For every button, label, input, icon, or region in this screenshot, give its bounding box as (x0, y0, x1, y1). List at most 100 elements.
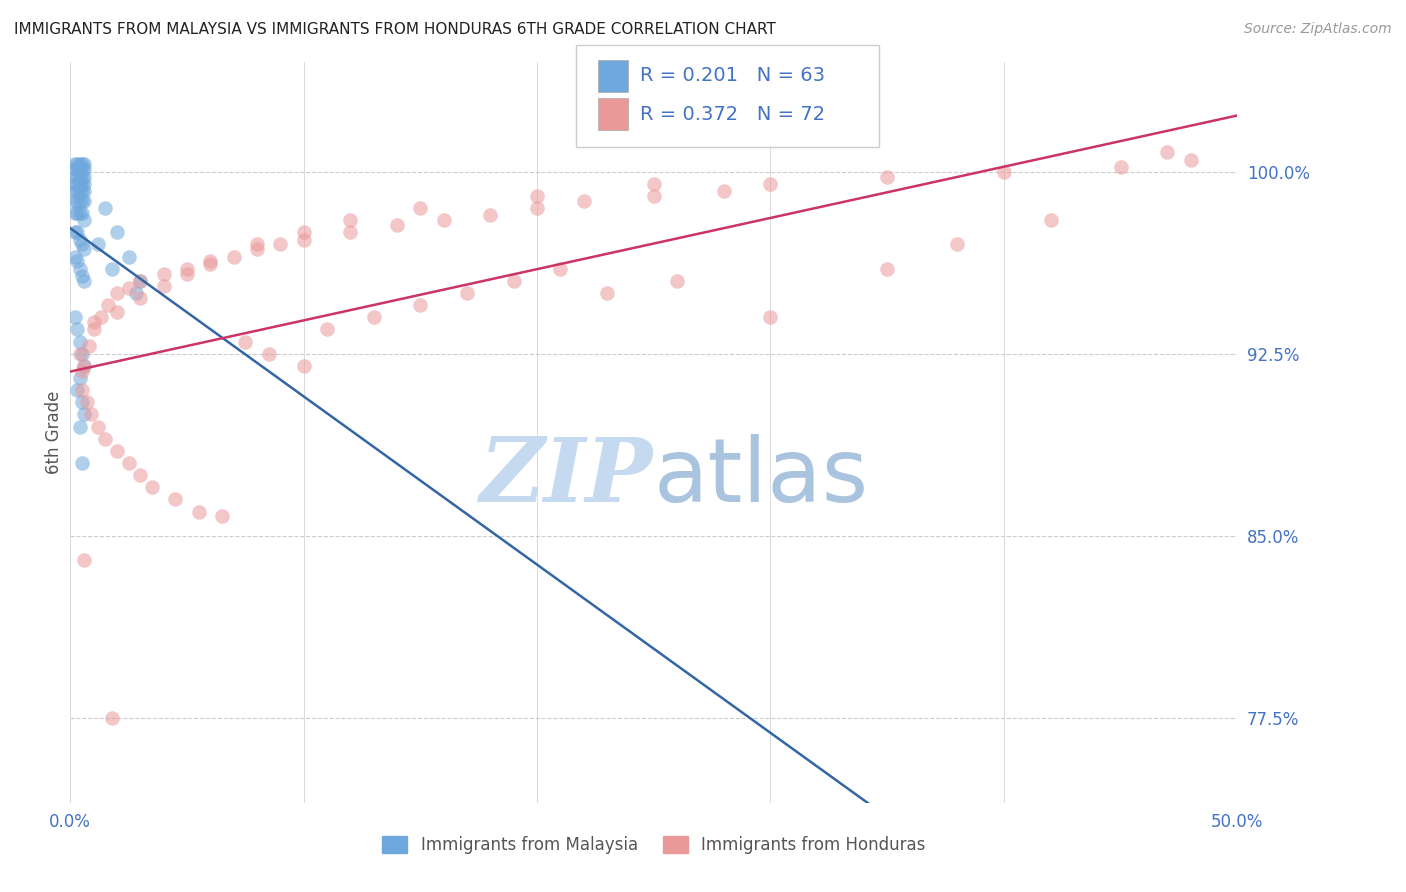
Point (63, 184, 86, 198)
Point (876, 169, 898, 184)
Point (69, 177, 91, 191)
Text: ZIP: ZIP (481, 434, 654, 520)
Point (456, 286, 478, 301)
Point (141, 480, 163, 494)
Point (292, 225, 315, 239)
Point (316, 322, 339, 336)
Point (292, 359, 315, 373)
Point (63, 310, 86, 325)
Point (1156, 145, 1178, 160)
Point (187, 504, 209, 518)
Point (118, 456, 141, 470)
Point (759, 310, 782, 325)
Point (666, 274, 689, 288)
Point (1039, 213, 1062, 227)
Point (70, 177, 93, 191)
Point (433, 213, 456, 227)
Point (222, 250, 245, 264)
Point (129, 274, 152, 288)
Point (66, 162, 89, 177)
Point (73, 553, 96, 567)
Point (105, 286, 128, 301)
Point (63, 206, 86, 220)
Point (69, 261, 91, 276)
Point (87, 419, 110, 434)
Point (66, 254, 89, 268)
Text: IMMIGRANTS FROM MALAYSIA VS IMMIGRANTS FROM HONDURAS 6TH GRADE CORRELATION CHART: IMMIGRANTS FROM MALAYSIA VS IMMIGRANTS F… (14, 22, 776, 37)
Point (165, 492, 187, 507)
Point (105, 305, 128, 319)
Point (69, 419, 91, 434)
Point (70, 395, 93, 409)
Point (73, 408, 96, 422)
Point (118, 281, 141, 295)
Point (643, 177, 665, 191)
Point (73, 359, 96, 373)
Point (69, 169, 91, 184)
Point (479, 208, 502, 222)
Point (70, 268, 93, 283)
Point (73, 194, 96, 208)
Point (246, 243, 269, 257)
Point (83, 315, 105, 329)
Point (643, 189, 665, 203)
Point (118, 250, 141, 264)
Point (69, 184, 91, 198)
Point (69, 194, 91, 208)
Point (70, 169, 93, 184)
Point (946, 237, 969, 252)
Point (502, 274, 524, 288)
Point (66, 383, 89, 397)
Point (70, 184, 93, 198)
Point (94, 432, 117, 446)
Point (83, 322, 105, 336)
Point (233, 334, 256, 349)
Point (876, 261, 898, 276)
Point (73, 213, 96, 227)
Point (63, 162, 86, 177)
Point (73, 157, 96, 171)
Point (63, 225, 86, 239)
Point (73, 162, 96, 177)
Point (246, 237, 269, 252)
Point (66, 322, 89, 336)
Text: R = 0.201   N = 63: R = 0.201 N = 63 (640, 66, 825, 86)
Point (1180, 153, 1202, 167)
Point (152, 278, 174, 293)
Point (152, 267, 174, 281)
Point (105, 443, 128, 458)
Point (105, 225, 128, 239)
Point (176, 261, 198, 276)
Point (759, 177, 782, 191)
Point (385, 218, 408, 232)
Point (409, 201, 432, 215)
Point (69, 233, 91, 247)
Point (69, 347, 91, 361)
Point (339, 213, 361, 227)
Point (66, 225, 89, 239)
Point (69, 206, 91, 220)
Point (257, 347, 280, 361)
Point (69, 157, 91, 171)
Point (66, 169, 89, 184)
Point (70, 162, 93, 177)
Point (63, 250, 86, 264)
Point (66, 194, 89, 208)
Point (292, 233, 315, 247)
Point (550, 261, 572, 276)
Legend: Immigrants from Malaysia, Immigrants from Honduras: Immigrants from Malaysia, Immigrants fro… (375, 830, 932, 861)
Point (1109, 160, 1132, 174)
Point (269, 237, 291, 252)
Point (526, 189, 548, 203)
Point (73, 274, 96, 288)
Point (70, 383, 93, 397)
Point (70, 206, 93, 220)
Point (63, 177, 86, 191)
Point (176, 267, 198, 281)
Point (70, 157, 93, 171)
Point (66, 177, 89, 191)
Point (211, 509, 233, 524)
Point (63, 157, 86, 171)
Point (63, 169, 86, 184)
Text: Source: ZipAtlas.com: Source: ZipAtlas.com (1244, 22, 1392, 37)
